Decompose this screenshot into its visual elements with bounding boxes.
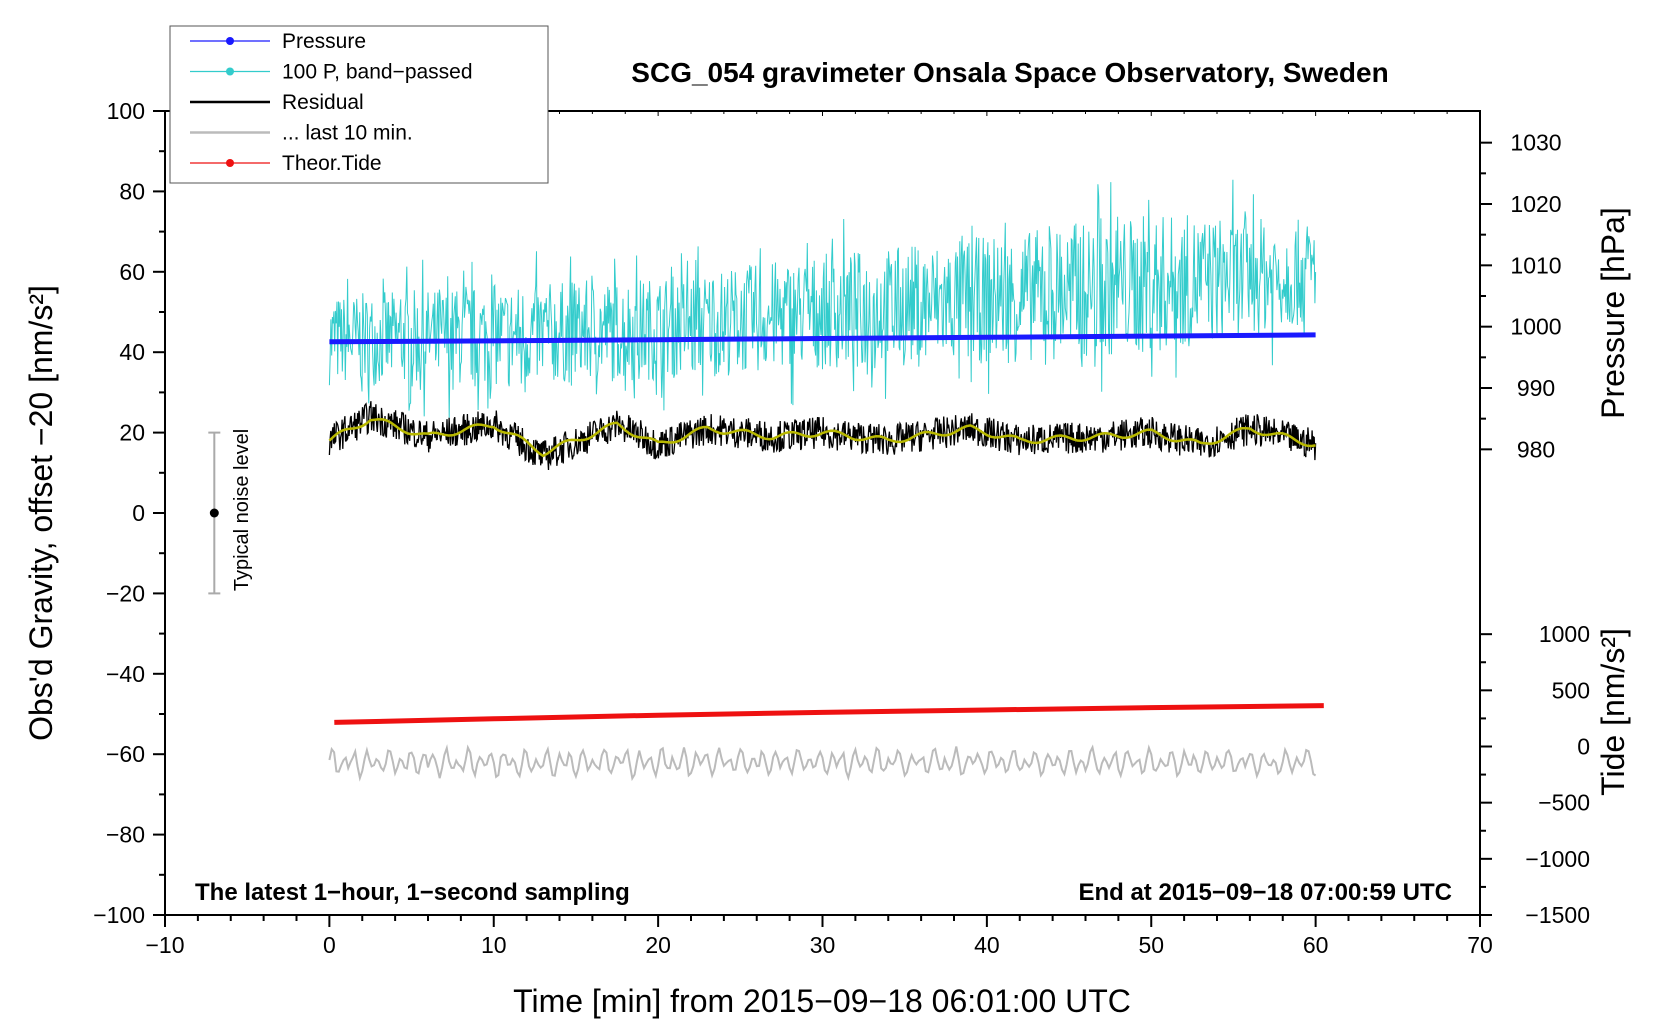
y-axis-title: Obs'd Gravity, offset −20 [nm/s²] xyxy=(23,285,59,741)
tide-tick-label: 1000 xyxy=(1539,621,1590,647)
y-tick-label: −20 xyxy=(106,580,145,606)
y-tick-label: −60 xyxy=(106,741,145,767)
legend: Pressure 100 P, band−passed Residual ... la… xyxy=(169,25,549,184)
y-tick-label: 0 xyxy=(132,500,145,526)
legend-label: Theor.Tide xyxy=(282,152,382,175)
x-tick-label: 50 xyxy=(1138,932,1164,958)
series-theor-tide xyxy=(334,703,1324,725)
x-tick-label: 20 xyxy=(645,932,671,958)
series-layer xyxy=(328,179,1324,782)
y-tick-label: −80 xyxy=(106,822,145,848)
annotation-left: The latest 1−hour, 1−second sampling xyxy=(195,879,630,906)
x-tick-label: 60 xyxy=(1303,932,1329,958)
pressure-tick-label: 980 xyxy=(1517,436,1555,462)
series-pressure xyxy=(329,332,1316,345)
noise-bar-center-dot xyxy=(209,508,219,518)
plot-frame xyxy=(164,110,1481,916)
pressure-axis-title: Pressure [hPa] xyxy=(1595,207,1631,419)
legend-label: 100 P, band−passed xyxy=(282,61,473,84)
x-axis-ticks: −10 0 10 20 30 40 50 60 70 xyxy=(145,111,1493,958)
x-axis-title: Time [min] from 2015−09−18 06:01:00 UTC xyxy=(513,983,1131,1019)
y-tick-label: 100 xyxy=(107,98,145,124)
pressure-axis-ticks: 980 990 1000 1010 1020 1030 xyxy=(1480,130,1562,462)
y-axis-ticks: 100 80 60 40 20 0 −20 −40 −60 −80 −100 xyxy=(93,98,165,928)
series-residual-smoothed xyxy=(328,418,1316,458)
tide-axis-ticks: 1000 500 0 −500 −1000 −1500 xyxy=(1480,621,1590,928)
chart-title: SCG_054 gravimeter Onsala Space Observat… xyxy=(631,57,1388,88)
pressure-tick-label: 1010 xyxy=(1510,252,1561,278)
legend-box xyxy=(169,25,549,184)
y-tick-label: −100 xyxy=(93,902,145,928)
pressure-tick-label: 1030 xyxy=(1510,130,1561,156)
pressure-tick-label: 1000 xyxy=(1510,314,1561,340)
y-tick-label: 40 xyxy=(119,339,145,365)
tide-axis-title: Tide [nm/s²] xyxy=(1595,628,1631,796)
x-tick-label: 0 xyxy=(323,932,336,958)
series-pressure-bandpassed xyxy=(328,179,1317,418)
tide-tick-label: −1000 xyxy=(1525,846,1590,872)
series-last-10-min xyxy=(328,744,1317,782)
y-tick-label: 20 xyxy=(119,420,145,446)
tide-tick-label: −1500 xyxy=(1525,902,1590,928)
tide-tick-label: 500 xyxy=(1552,677,1590,703)
x-tick-label: −10 xyxy=(145,932,184,958)
y-tick-label: 80 xyxy=(119,178,145,204)
x-tick-label: 10 xyxy=(481,932,507,958)
y-tick-label: 60 xyxy=(119,259,145,285)
x-tick-label: 30 xyxy=(810,932,836,958)
noise-bar xyxy=(208,431,221,595)
legend-label: ... last 10 min. xyxy=(282,122,413,145)
legend-label: Pressure xyxy=(282,30,366,53)
x-tick-label: 70 xyxy=(1467,932,1493,958)
tide-tick-label: −500 xyxy=(1538,790,1590,816)
pressure-tick-label: 1020 xyxy=(1510,191,1561,217)
y-tick-label: −40 xyxy=(106,661,145,687)
legend-marker xyxy=(226,159,234,167)
tide-tick-label: 0 xyxy=(1577,734,1590,760)
legend-marker xyxy=(226,37,234,45)
series-residual xyxy=(328,401,1317,471)
x-tick-label: 40 xyxy=(974,932,1000,958)
legend-marker xyxy=(226,67,234,76)
noise-bar-label: Typical noise level xyxy=(231,429,253,591)
annotation-right: End at 2015−09−18 07:00:59 UTC xyxy=(1078,879,1452,906)
pressure-tick-label: 990 xyxy=(1517,375,1555,401)
legend-label: Residual xyxy=(282,91,364,114)
